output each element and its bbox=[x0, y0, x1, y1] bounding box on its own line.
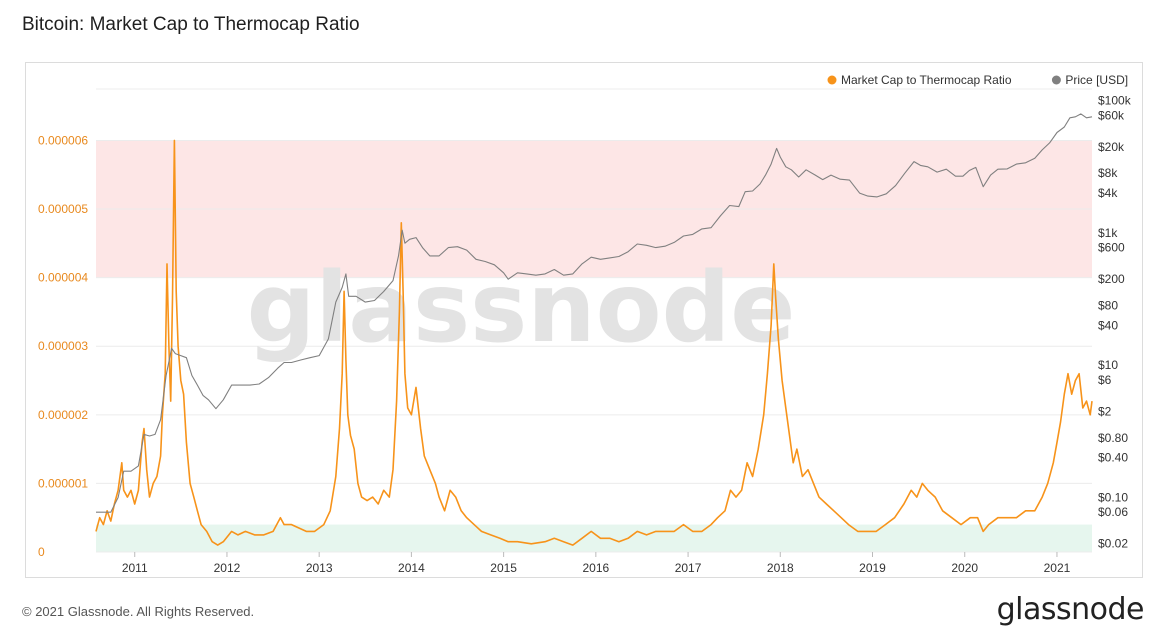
y-left-tick-label: 0.000006 bbox=[38, 133, 88, 147]
y-right-tick-label: $100k bbox=[1098, 94, 1132, 108]
x-tick-label: 2015 bbox=[490, 561, 517, 575]
x-tick-label: 2018 bbox=[767, 561, 794, 575]
y-right-tick-label: $10 bbox=[1098, 358, 1118, 372]
legend-label: Price [USD] bbox=[1065, 73, 1128, 87]
y-right-tick-label: $40 bbox=[1098, 318, 1118, 332]
copyright-text: © 2021 Glassnode. All Rights Reserved. bbox=[22, 604, 255, 619]
chart-series bbox=[95, 113, 1093, 546]
y-right-tick-label: $0.10 bbox=[1098, 491, 1128, 505]
x-tick-label: 2019 bbox=[859, 561, 886, 575]
legend-dot-icon bbox=[827, 75, 837, 85]
y-left-tick-label: 0.000005 bbox=[38, 202, 88, 216]
y-right-tick-label: $1k bbox=[1098, 226, 1118, 240]
y-right-tick-label: $20k bbox=[1098, 140, 1125, 154]
y-left-tick-label: 0.000004 bbox=[38, 271, 88, 285]
x-tick-label: 2017 bbox=[675, 561, 702, 575]
watermark: glassnode bbox=[247, 252, 796, 364]
y-right-tick-label: $4k bbox=[1098, 186, 1118, 200]
x-tick-label: 2013 bbox=[306, 561, 333, 575]
x-tick-label: 2016 bbox=[582, 561, 609, 575]
chart-frame: glassnode 0 0.000001 0.000002 0.000003 0.000… bbox=[25, 62, 1143, 578]
y-right-tick-label: $8k bbox=[1098, 166, 1118, 180]
y-left-tick-label: 0 bbox=[38, 545, 45, 559]
legend-dot-icon bbox=[1051, 75, 1061, 85]
y-right-tick-label: $80 bbox=[1098, 298, 1118, 312]
legend-label: Market Cap to Thermocap Ratio bbox=[841, 73, 1012, 87]
legend-item-0[interactable]: Market Cap to Thermocap Ratio bbox=[827, 73, 1012, 87]
y-right-tick-label: $0.40 bbox=[1098, 451, 1128, 465]
x-tick-label: 2021 bbox=[1044, 561, 1071, 575]
glassnode-logo: glassnode bbox=[996, 592, 1145, 627]
x-tick-label: 2011 bbox=[122, 561, 148, 575]
y-left-tick-label: 0.000002 bbox=[38, 408, 88, 422]
y-right-tick-label: $0.06 bbox=[1098, 505, 1128, 519]
y-left-tick-label: 0.000001 bbox=[38, 476, 88, 490]
chart-legend[interactable]: Market Cap to Thermocap Ratio Price [USD] bbox=[827, 73, 1129, 87]
y-right-tick-label: $0.02 bbox=[1098, 537, 1128, 551]
chart-grid bbox=[96, 88, 1092, 553]
y-right-tick-label: $6 bbox=[1098, 373, 1112, 387]
ratio-line bbox=[95, 139, 1093, 546]
price-line bbox=[96, 113, 1093, 513]
page-title: Bitcoin: Market Cap to Thermocap Ratio bbox=[22, 14, 360, 35]
y-left-tick-label: 0.000003 bbox=[38, 339, 88, 353]
y-right-tick-label: $2 bbox=[1098, 404, 1112, 418]
y-right-tick-label: $200 bbox=[1098, 272, 1125, 286]
legend-item-1[interactable]: Price [USD] bbox=[1051, 73, 1128, 87]
y-right-tick-label: $600 bbox=[1098, 241, 1125, 255]
x-tick-label: 2020 bbox=[951, 561, 978, 575]
chart-axes: 0 0.000001 0.000002 0.000003 0.000004 0.00000… bbox=[38, 94, 1132, 575]
band-1 bbox=[96, 524, 1092, 552]
x-tick-label: 2012 bbox=[214, 561, 241, 575]
y-right-tick-label: $60k bbox=[1098, 108, 1125, 122]
chart-svg: glassnode 0 0.000001 0.000002 0.000003 0.000… bbox=[38, 73, 1132, 575]
y-right-tick-label: $0.80 bbox=[1098, 431, 1128, 445]
x-tick-label: 2014 bbox=[398, 561, 425, 575]
